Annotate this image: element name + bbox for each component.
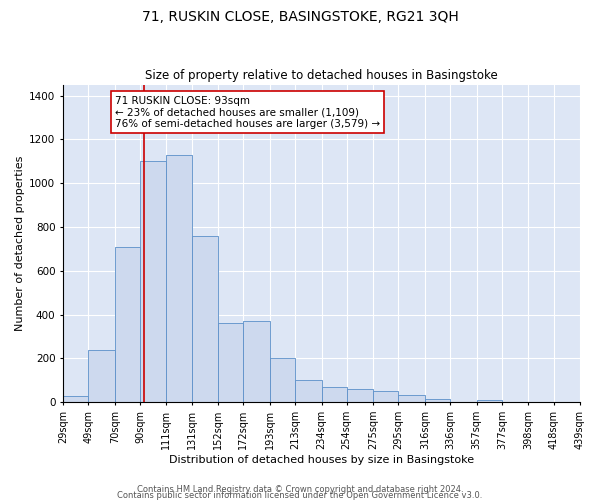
Bar — [244, 321, 270, 402]
Text: 71, RUSKIN CLOSE, BASINGSTOKE, RG21 3QH: 71, RUSKIN CLOSE, BASINGSTOKE, RG21 3QH — [142, 10, 458, 24]
Bar — [115, 246, 140, 402]
Bar — [191, 236, 218, 402]
Text: Contains public sector information licensed under the Open Government Licence v3: Contains public sector information licen… — [118, 490, 482, 500]
Bar — [166, 154, 191, 402]
Bar — [295, 380, 322, 402]
Text: Contains HM Land Registry data © Crown copyright and database right 2024.: Contains HM Land Registry data © Crown c… — [137, 484, 463, 494]
Bar — [398, 394, 425, 402]
Bar — [476, 400, 502, 402]
Bar — [322, 387, 347, 402]
Text: 71 RUSKIN CLOSE: 93sqm
← 23% of detached houses are smaller (1,109)
76% of semi-: 71 RUSKIN CLOSE: 93sqm ← 23% of detached… — [115, 96, 380, 128]
Bar — [140, 162, 166, 402]
Title: Size of property relative to detached houses in Basingstoke: Size of property relative to detached ho… — [145, 69, 498, 82]
Bar — [88, 350, 115, 403]
Bar — [373, 392, 398, 402]
Bar — [218, 324, 244, 402]
Y-axis label: Number of detached properties: Number of detached properties — [15, 156, 25, 331]
Bar — [347, 389, 373, 402]
X-axis label: Distribution of detached houses by size in Basingstoke: Distribution of detached houses by size … — [169, 455, 474, 465]
Bar — [270, 358, 295, 403]
Bar — [425, 399, 450, 402]
Bar — [63, 396, 88, 402]
